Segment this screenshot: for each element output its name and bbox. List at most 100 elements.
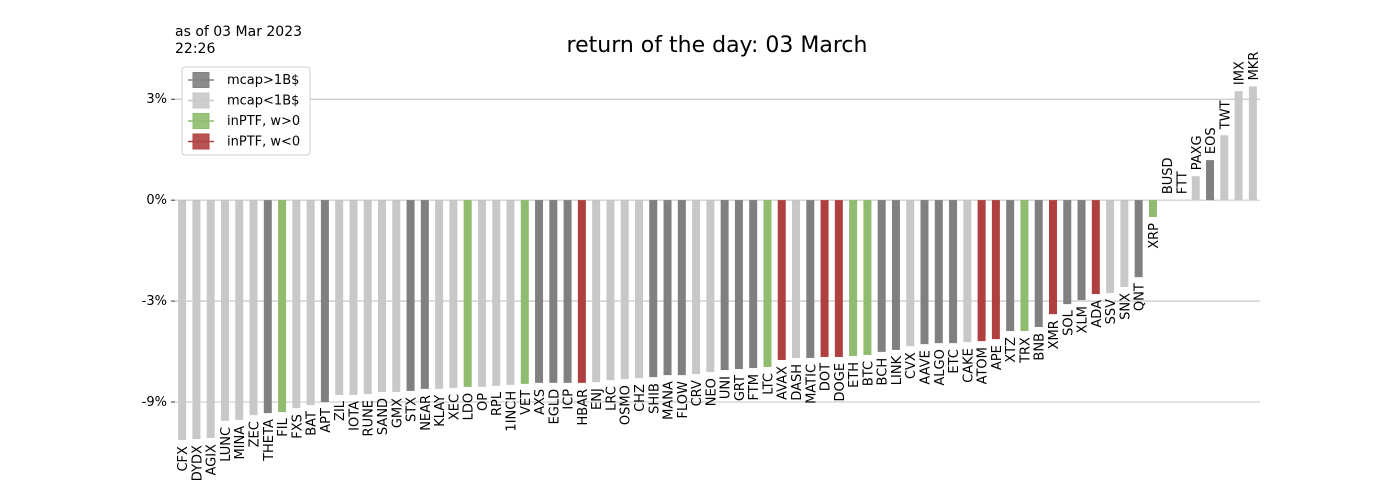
category-label: SHIB bbox=[647, 383, 662, 414]
category-label: LTC bbox=[761, 373, 776, 395]
category-label: LINK bbox=[890, 355, 905, 385]
bar bbox=[692, 200, 701, 375]
category-label: ZIL bbox=[333, 400, 348, 421]
legend-label: inPTF, w<0 bbox=[227, 135, 300, 150]
category-label: BTC bbox=[861, 361, 876, 386]
chart-title: return of the day: 03 March bbox=[567, 33, 868, 58]
bar bbox=[806, 200, 815, 358]
bar bbox=[1077, 200, 1086, 301]
category-label: XMR bbox=[1047, 320, 1062, 349]
category-label: AGIX bbox=[205, 444, 220, 476]
category-label: IMX bbox=[1233, 61, 1248, 85]
category-label: SOL bbox=[1061, 309, 1076, 335]
bar bbox=[820, 200, 829, 357]
bar bbox=[1234, 91, 1243, 201]
category-label: XTZ bbox=[1004, 337, 1019, 363]
category-label: NEAR bbox=[419, 395, 434, 431]
category-label: MANA bbox=[662, 381, 677, 420]
category-label: KLAY bbox=[433, 395, 448, 427]
category-label: RPL bbox=[490, 391, 505, 416]
bar bbox=[949, 200, 958, 344]
category-label: VET bbox=[519, 390, 534, 415]
bar bbox=[749, 200, 758, 369]
category-label: SNX bbox=[1118, 293, 1133, 320]
bar bbox=[663, 200, 672, 376]
category-label: CAKE bbox=[961, 348, 976, 383]
legend-swatch bbox=[192, 133, 210, 150]
category-label: IOTA bbox=[347, 401, 362, 431]
category-label: CHZ bbox=[633, 384, 648, 412]
category-label: RUNE bbox=[362, 400, 377, 437]
legend-swatch bbox=[192, 72, 210, 88]
legend-label: inPTF, w>0 bbox=[227, 114, 300, 129]
category-label: AAVE bbox=[919, 350, 934, 384]
bar bbox=[606, 200, 615, 381]
category-label: GRT bbox=[733, 375, 748, 401]
bar bbox=[891, 200, 900, 350]
bar bbox=[449, 200, 458, 388]
category-label: THETA bbox=[262, 419, 277, 462]
bar bbox=[906, 200, 915, 347]
bar bbox=[192, 200, 201, 440]
bar bbox=[1063, 200, 1072, 305]
bar bbox=[634, 200, 643, 379]
category-label: CFX bbox=[176, 446, 191, 472]
bar bbox=[220, 200, 229, 421]
category-label: BUSD bbox=[1161, 157, 1176, 194]
bar bbox=[1106, 200, 1115, 294]
bar bbox=[734, 200, 743, 370]
category-label: FXS bbox=[290, 414, 305, 439]
category-label: 1INCH bbox=[504, 391, 519, 432]
category-label: GMX bbox=[390, 398, 405, 428]
category-label: LUNC bbox=[219, 427, 234, 462]
category-label: FLOW bbox=[676, 381, 691, 418]
bar bbox=[206, 200, 215, 439]
bar bbox=[1134, 200, 1143, 278]
y-tick-label: -9% bbox=[142, 395, 167, 410]
bar bbox=[520, 200, 529, 384]
bar bbox=[320, 200, 329, 403]
bar bbox=[920, 200, 929, 345]
bar bbox=[249, 200, 258, 416]
legend-label: mcap>1B$ bbox=[227, 73, 299, 88]
category-label: PAXG bbox=[1190, 135, 1205, 170]
bar bbox=[563, 200, 572, 383]
bar bbox=[849, 200, 858, 356]
category-label: NEO bbox=[704, 378, 719, 406]
bar bbox=[463, 200, 472, 387]
bar bbox=[863, 200, 872, 355]
category-label: FTM bbox=[747, 374, 762, 400]
category-label: ZEC bbox=[248, 421, 263, 447]
category-label: OP bbox=[476, 393, 491, 411]
category-label: FIL bbox=[276, 417, 291, 436]
category-label: DOGE bbox=[833, 363, 848, 402]
bar bbox=[178, 200, 187, 441]
category-label: XEC bbox=[447, 394, 462, 420]
legend-swatch bbox=[192, 113, 210, 129]
bar bbox=[549, 200, 558, 383]
bar bbox=[592, 200, 601, 383]
bar bbox=[477, 200, 486, 387]
category-label: STX bbox=[405, 397, 420, 422]
category-label: TWT bbox=[1218, 100, 1233, 130]
category-label: CVX bbox=[904, 352, 919, 379]
bar bbox=[1048, 200, 1057, 315]
bar bbox=[1006, 200, 1015, 332]
legend-swatch bbox=[192, 92, 210, 109]
category-label: XLM bbox=[1076, 306, 1091, 333]
category-label: ICP bbox=[562, 389, 577, 410]
category-label: EOS bbox=[1204, 127, 1219, 154]
legend-box bbox=[181, 66, 311, 156]
category-label: FTT bbox=[1175, 171, 1190, 194]
category-label: DASH bbox=[790, 364, 805, 401]
category-label: ALGO bbox=[933, 349, 948, 385]
bar bbox=[235, 200, 244, 420]
category-label: BCH bbox=[876, 358, 891, 386]
bar bbox=[763, 200, 772, 368]
bar bbox=[777, 200, 786, 360]
category-label: ETC bbox=[947, 349, 962, 373]
category-label: MATIC bbox=[804, 364, 819, 404]
bar bbox=[1091, 200, 1100, 295]
category-label: ETH bbox=[847, 362, 862, 388]
